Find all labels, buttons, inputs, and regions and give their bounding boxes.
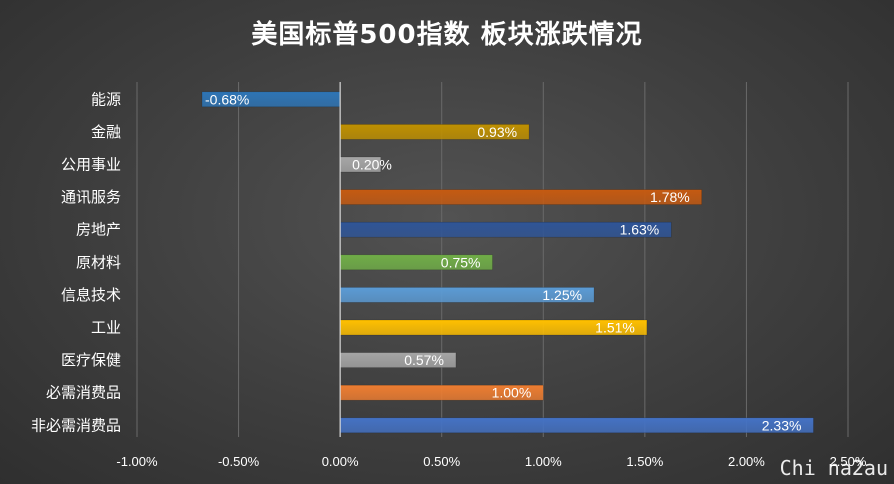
data-label: 0.93% [477, 124, 517, 140]
category-label: 必需消费品 [46, 384, 121, 402]
data-label: 1.78% [650, 189, 690, 205]
x-tick-label: -0.50% [218, 454, 260, 469]
data-label: 0.75% [441, 254, 481, 270]
bars [201, 91, 814, 434]
x-tick-label: 1.50% [626, 454, 663, 469]
x-tick-label: 0.00% [322, 454, 359, 469]
x-tick-label: 0.50% [423, 454, 460, 469]
category-label: 通讯服务 [61, 188, 121, 206]
data-label: 0.20% [352, 157, 392, 173]
category-label: 能源 [91, 90, 121, 108]
data-label: 0.57% [404, 352, 444, 368]
bar [339, 189, 703, 205]
data-label: 1.00% [492, 385, 532, 401]
x-axis: -1.00% -0.50% 0.00% 0.50% 1.00% 1.50% 2.00% 2.5… [116, 82, 867, 469]
data-label: 2.33% [762, 417, 802, 433]
data-labels: -0.68% 0.93% 0.20% 1.78% 1.63% 0.75% 1.25% 1.51… [205, 91, 801, 433]
category-label: 信息技术 [61, 286, 121, 304]
data-label: 1.25% [542, 287, 582, 303]
x-tick-label: -1.00% [116, 454, 158, 469]
category-label: 金融 [91, 123, 121, 141]
category-label: 非必需消费品 [31, 416, 121, 434]
bar [339, 417, 814, 434]
category-label: 医疗保健 [61, 351, 121, 369]
category-label: 房地产 [76, 221, 121, 239]
data-label: 1.63% [620, 222, 660, 238]
watermark: Chi na2au [779, 456, 888, 480]
category-label: 原材料 [76, 253, 121, 271]
x-tick-label: 2.00% [728, 454, 765, 469]
category-label: 公用事业 [61, 156, 121, 174]
category-label: 工业 [91, 319, 121, 337]
x-tick-label: 2.50% [830, 454, 867, 469]
data-label: -0.68% [205, 91, 249, 107]
data-label: 1.51% [595, 320, 635, 336]
chart-title: 美国标普500指数 板块涨跌情况 [251, 20, 643, 50]
x-tick-label: 1.00% [525, 454, 562, 469]
